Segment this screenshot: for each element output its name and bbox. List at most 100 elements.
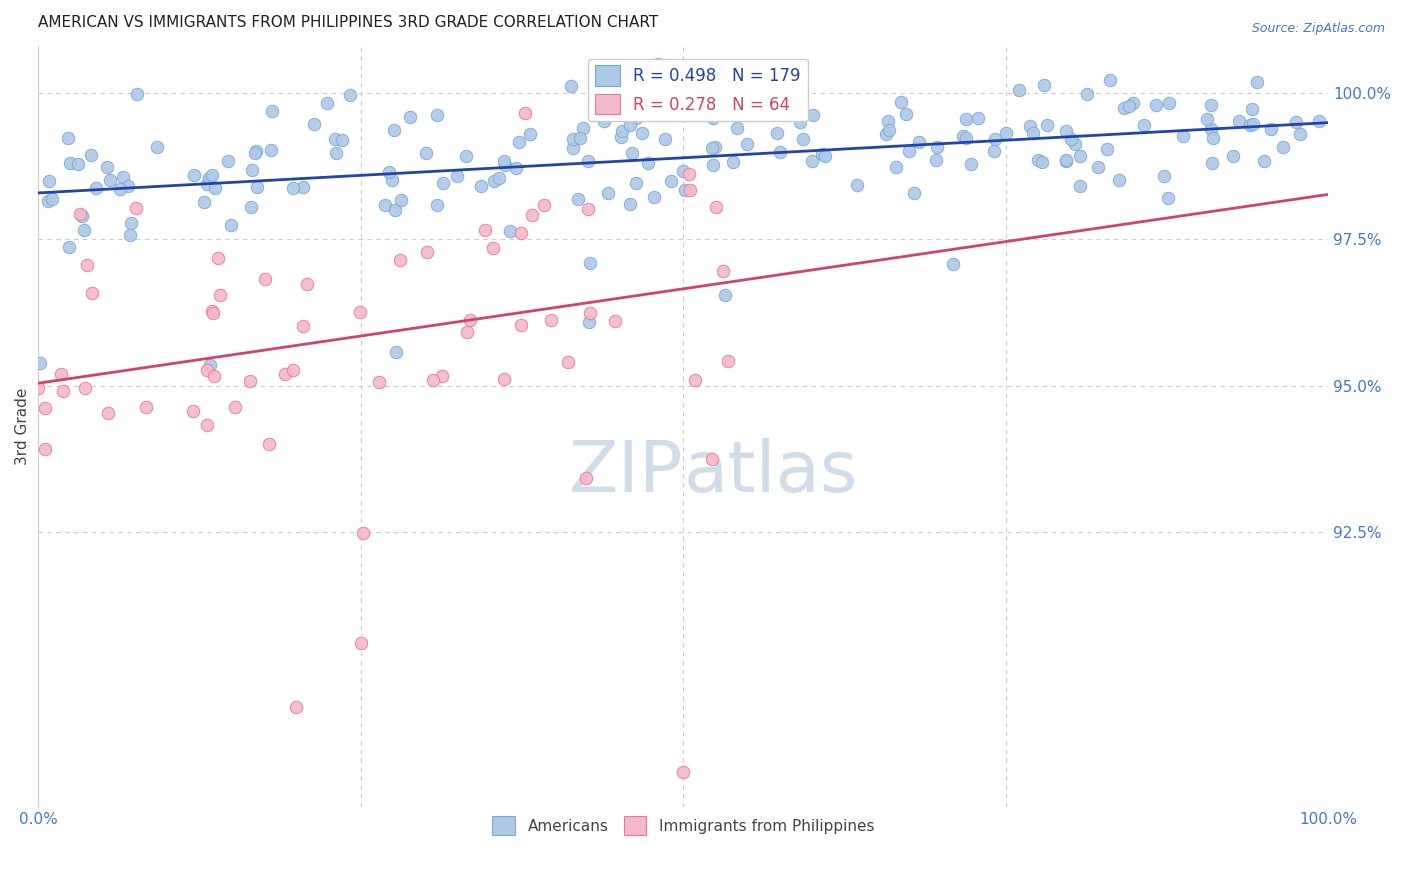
Point <box>425 197 447 211</box>
Point <box>721 155 744 169</box>
Point <box>560 79 582 94</box>
Point <box>183 169 205 183</box>
Point <box>509 318 531 332</box>
Point <box>1159 96 1181 111</box>
Point <box>1308 114 1330 128</box>
Point <box>1022 126 1045 140</box>
Point <box>519 127 541 141</box>
Point <box>637 156 659 170</box>
Point <box>505 161 527 175</box>
Point <box>955 112 977 126</box>
Point <box>198 170 221 185</box>
Point <box>41 192 63 206</box>
Point <box>488 170 510 185</box>
Point <box>125 201 148 215</box>
Point <box>955 131 977 145</box>
Point <box>239 200 262 214</box>
Point <box>621 146 644 161</box>
Point <box>813 149 835 163</box>
Point <box>700 451 723 466</box>
Point <box>1253 153 1275 168</box>
Point <box>69 207 91 221</box>
Point <box>492 372 515 386</box>
Point <box>426 108 449 122</box>
Point <box>219 218 242 232</box>
Point <box>1132 118 1154 132</box>
Point <box>198 358 221 372</box>
Point <box>659 174 682 188</box>
Point <box>245 145 267 160</box>
Point <box>59 155 82 169</box>
Point <box>120 216 142 230</box>
Point <box>302 117 325 131</box>
Point <box>1108 172 1130 186</box>
Point <box>1199 122 1222 136</box>
Point <box>704 200 727 214</box>
Point <box>596 186 619 200</box>
Point <box>619 118 641 132</box>
Point <box>984 132 1007 146</box>
Point <box>117 179 139 194</box>
Point <box>903 186 925 200</box>
Point <box>678 167 700 181</box>
Point <box>792 132 814 146</box>
Point <box>52 384 75 399</box>
Point <box>1239 118 1261 132</box>
Point <box>325 131 347 145</box>
Point <box>603 314 626 328</box>
Point <box>520 208 543 222</box>
Point <box>612 82 634 96</box>
Point <box>1031 154 1053 169</box>
Point <box>789 114 811 128</box>
Point <box>494 158 516 172</box>
Point <box>579 256 602 270</box>
Point <box>513 105 536 120</box>
Point <box>925 139 948 153</box>
Point <box>110 182 132 196</box>
Point <box>619 197 641 211</box>
Point <box>702 158 724 172</box>
Point <box>605 107 627 121</box>
Text: Source: ZipAtlas.com: Source: ZipAtlas.com <box>1251 22 1385 36</box>
Point <box>1064 137 1087 152</box>
Point <box>30 356 52 370</box>
Point <box>1199 98 1222 112</box>
Point <box>1260 122 1282 136</box>
Point <box>1144 98 1167 112</box>
Point <box>34 401 56 415</box>
Point <box>377 165 399 179</box>
Point <box>430 369 453 384</box>
Point <box>717 354 740 368</box>
Point <box>1271 139 1294 153</box>
Point <box>672 764 695 779</box>
Point <box>297 277 319 291</box>
Point <box>38 174 60 188</box>
Point <box>1033 78 1056 92</box>
Point <box>253 272 276 286</box>
Point <box>274 367 297 381</box>
Point <box>673 183 696 197</box>
Point <box>1197 112 1219 127</box>
Point <box>399 110 422 124</box>
Y-axis label: 3rd Grade: 3rd Grade <box>15 388 30 466</box>
Point <box>80 147 103 161</box>
Point <box>240 163 263 178</box>
Point <box>1122 96 1144 111</box>
Point <box>120 228 142 243</box>
Point <box>1240 103 1263 117</box>
Point <box>562 141 585 155</box>
Point <box>811 147 834 161</box>
Point <box>262 103 284 118</box>
Point <box>1118 99 1140 113</box>
Point <box>624 112 647 126</box>
Point <box>1018 119 1040 133</box>
Point <box>325 145 347 160</box>
Point <box>76 258 98 272</box>
Point <box>316 95 339 110</box>
Point <box>1026 153 1049 167</box>
Point <box>845 178 868 192</box>
Point <box>557 355 579 369</box>
Point <box>702 111 724 125</box>
Point <box>737 137 759 152</box>
Point <box>734 102 756 116</box>
